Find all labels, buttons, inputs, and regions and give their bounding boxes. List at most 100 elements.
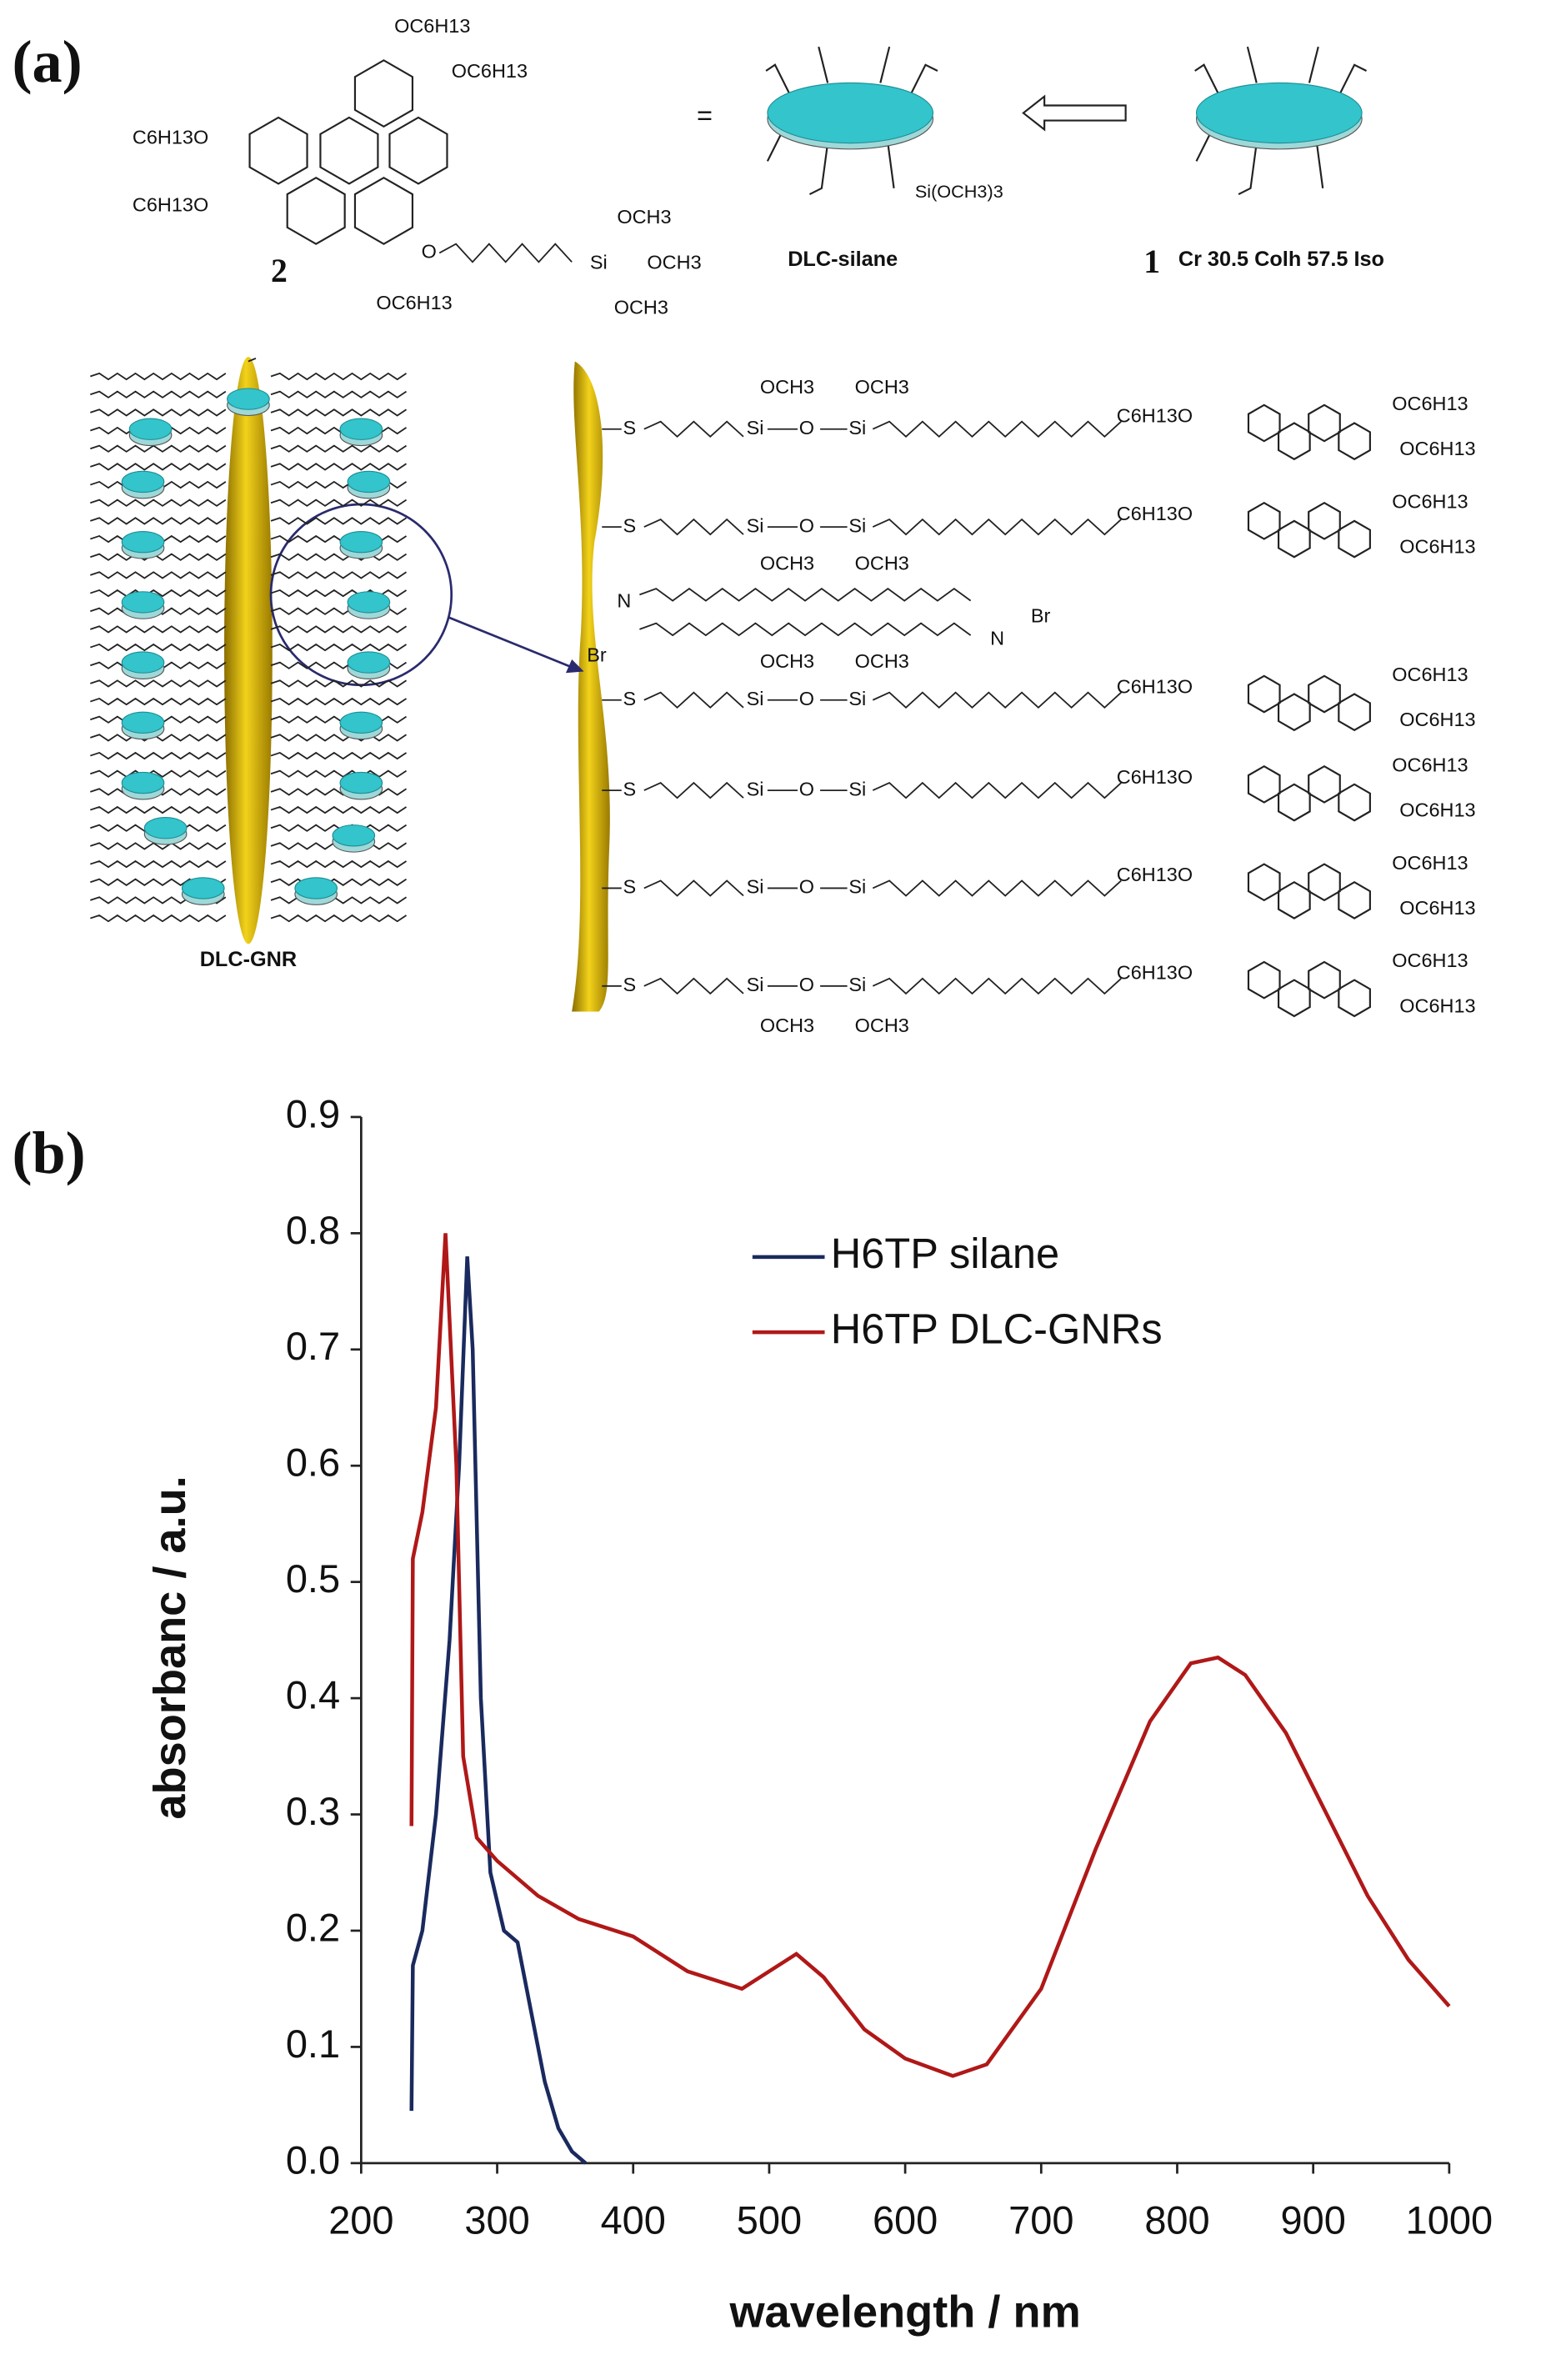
zoom-circle	[269, 503, 453, 687]
atom: O	[799, 778, 814, 799]
ring	[1278, 693, 1311, 732]
disc	[181, 877, 225, 899]
chain	[872, 977, 1122, 995]
ring	[286, 176, 346, 245]
chain	[90, 463, 227, 471]
panel-label: (a)	[12, 28, 82, 95]
chain	[270, 769, 408, 778]
chain	[270, 679, 408, 688]
chem-label: OC6H13	[1392, 852, 1468, 874]
phase-label: Cr 30.5 Colh 57.5 Iso	[1178, 248, 1384, 271]
atom: O	[799, 514, 814, 536]
chain	[90, 499, 227, 507]
ring	[1308, 403, 1341, 443]
disc	[121, 651, 165, 674]
chem-label: C6H13O	[1117, 503, 1193, 524]
chem-label: OCH3	[760, 1015, 814, 1036]
atom: Si	[747, 876, 764, 898]
chain	[872, 781, 1122, 799]
series-line	[409, 1233, 1451, 2078]
ring	[1338, 693, 1371, 732]
chain	[90, 643, 227, 652]
side-chain	[818, 46, 829, 83]
chain	[270, 517, 408, 525]
disc	[347, 470, 391, 494]
chem-label: OC6H13	[1399, 438, 1475, 459]
chem-label: C6H13O	[1117, 404, 1193, 426]
y-tick-label: 0.9	[286, 1092, 340, 1135]
chem-label: C6H13O	[1117, 766, 1193, 788]
side-chain	[1315, 143, 1324, 188]
chain	[270, 914, 408, 923]
ring	[248, 116, 308, 185]
chain	[643, 879, 744, 897]
ring	[388, 116, 448, 185]
panel-label: (b)	[12, 1120, 85, 1186]
x-tick-label: 800	[1144, 2198, 1209, 2242]
disc	[347, 591, 391, 614]
chain	[872, 691, 1122, 709]
ring	[1278, 519, 1311, 559]
chain	[90, 589, 227, 598]
chem-label: OCH3	[614, 296, 668, 318]
compound-number: 2	[271, 253, 288, 289]
atom: N	[990, 628, 1004, 649]
disc	[339, 418, 383, 440]
disc	[332, 824, 376, 847]
x-tick-label: 400	[601, 2198, 666, 2242]
x-tick-label: 200	[328, 2198, 393, 2242]
chain	[639, 622, 972, 637]
chem-label: C6H13O	[1117, 962, 1193, 984]
y-tick-label: 0.4	[286, 1674, 340, 1717]
chain	[270, 625, 408, 634]
ring	[1278, 880, 1311, 919]
chain	[270, 697, 408, 706]
chain	[90, 805, 227, 814]
chain	[248, 358, 257, 363]
atom: S	[623, 876, 637, 898]
disc	[339, 711, 383, 734]
chain	[270, 715, 408, 724]
x-axis-title: wavelength / nm	[728, 2287, 1080, 2337]
chem-label: OC6H13	[452, 60, 528, 82]
ring	[1308, 764, 1341, 804]
x-tick-label: 600	[873, 2198, 938, 2242]
disc	[227, 388, 270, 410]
y-tick-label: 0.6	[286, 1441, 340, 1485]
ring	[1247, 960, 1281, 1000]
x-tick-label: 500	[737, 2198, 802, 2242]
atom: Si	[848, 688, 866, 709]
ring	[1308, 863, 1341, 902]
chem-label: OCH3	[855, 650, 909, 672]
y-axis-title: absorbanc / a.u.	[145, 1476, 195, 1819]
atom: Si	[848, 974, 866, 995]
disc	[339, 530, 383, 554]
chain	[270, 408, 408, 417]
atom: Si	[848, 876, 866, 898]
chain	[643, 781, 744, 799]
ring	[1338, 519, 1371, 559]
legend-label: H6TP silane	[831, 1230, 1059, 1277]
disc	[121, 711, 165, 734]
chain	[90, 408, 227, 417]
ring	[353, 176, 414, 245]
chem-label: O	[422, 241, 437, 263]
side-chain	[879, 46, 891, 83]
rod-surface	[572, 361, 610, 1012]
x-tick-label: 900	[1281, 2198, 1346, 2242]
chain	[270, 734, 408, 742]
atom: Br	[587, 644, 607, 666]
chain	[90, 859, 227, 869]
ring	[1308, 960, 1341, 1000]
x-tick-label: 1000	[1406, 2198, 1493, 2242]
atom: Si	[747, 974, 764, 995]
ring	[319, 116, 379, 185]
chem-label: OC6H13	[1392, 664, 1468, 685]
chain	[270, 589, 408, 598]
side-chain	[1338, 63, 1368, 96]
chain	[90, 372, 227, 381]
atom: S	[623, 974, 637, 995]
chem-label: OC6H13	[1399, 709, 1475, 730]
